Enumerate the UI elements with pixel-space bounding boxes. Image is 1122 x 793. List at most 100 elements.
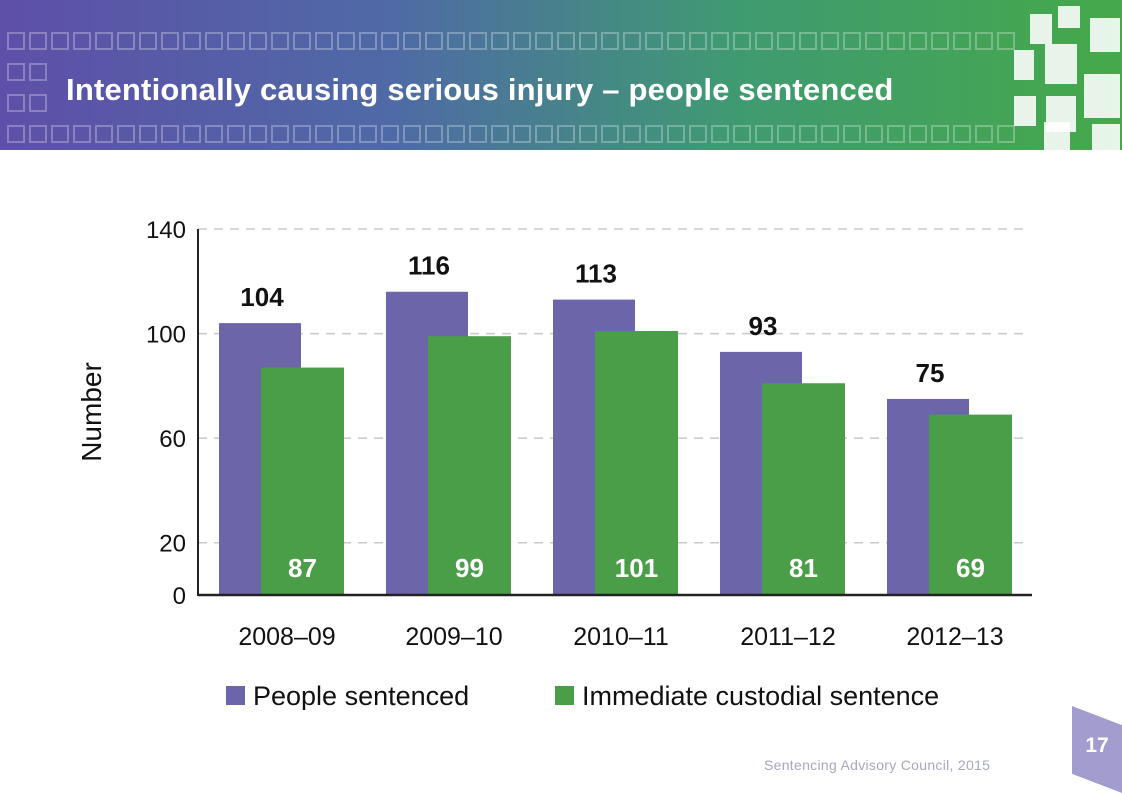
header-pattern-square (953, 32, 971, 50)
header-pattern-square (315, 125, 333, 143)
header-pattern-block (1014, 96, 1036, 126)
header-pattern-square (7, 94, 25, 112)
header-pattern-square (799, 32, 817, 50)
header-pattern-square (711, 32, 729, 50)
data-label-people-sentenced: 75 (916, 358, 945, 388)
header-pattern-block (1058, 6, 1080, 28)
y-tick-label: 60 (159, 426, 186, 453)
header-pattern-block (1045, 44, 1077, 84)
x-tick-label: 2010–11 (573, 623, 668, 651)
header-pattern-square (73, 32, 91, 50)
gridlines (198, 228, 1024, 544)
header-pattern-square (491, 32, 509, 50)
header-pattern-square (249, 125, 267, 143)
header-pattern-square (7, 32, 25, 50)
data-label-people-sentenced: 113 (575, 259, 617, 289)
bar-immediate-custodial (261, 367, 344, 595)
header-grid-pattern (7, 6, 1120, 150)
header-pattern-square (821, 32, 839, 50)
x-tick-label: 2009–10 (405, 623, 502, 651)
header-pattern-square (535, 125, 553, 143)
header-pattern-square (469, 32, 487, 50)
data-label-immediate-custodial: 69 (956, 553, 985, 583)
legend-swatch-immediate-custodial (555, 686, 574, 705)
y-tick-label: 100 (146, 322, 186, 349)
header-pattern-square (139, 32, 157, 50)
legend-label-people-sentenced: People sentenced (253, 681, 469, 710)
header-pattern-square (975, 125, 993, 143)
header-pattern-square (997, 32, 1015, 50)
y-tick-label: 20 (159, 531, 186, 558)
header-pattern-square (95, 32, 113, 50)
header-pattern-square (821, 125, 839, 143)
x-tick-label: 2008–09 (238, 623, 335, 651)
header-pattern-square (205, 125, 223, 143)
header-pattern-block (1014, 50, 1034, 80)
header-pattern-block (1092, 124, 1120, 150)
header-pattern-square (293, 32, 311, 50)
header-pattern-square (557, 32, 575, 50)
data-label-immediate-custodial: 101 (615, 553, 658, 583)
data-label-immediate-custodial: 99 (455, 553, 484, 583)
header-pattern-square (293, 125, 311, 143)
header-pattern-square (381, 125, 399, 143)
header-pattern-square (491, 125, 509, 143)
header-pattern-square (359, 125, 377, 143)
legend-label-immediate-custodial: Immediate custodial sentence (582, 681, 939, 710)
header-pattern-square (733, 125, 751, 143)
header-pattern-square (711, 125, 729, 143)
header-pattern-square (29, 125, 47, 143)
header-pattern-square (843, 125, 861, 143)
header-pattern-square (623, 125, 641, 143)
header-pattern-square (381, 32, 399, 50)
header-pattern-square (733, 32, 751, 50)
data-label-immediate-custodial: 81 (789, 553, 818, 583)
header-pattern-square (667, 32, 685, 50)
header-pattern-square (645, 125, 663, 143)
header-pattern-square (227, 125, 245, 143)
header-pattern-square (183, 125, 201, 143)
header-pattern-block (1090, 18, 1120, 52)
header-pattern-square (689, 32, 707, 50)
bar-immediate-custodial (929, 414, 1012, 595)
legend: People sentenced Immediate custodial sent… (226, 681, 939, 710)
y-tick-label: 0 (173, 583, 186, 610)
header-pattern-square (777, 125, 795, 143)
header-pattern-square (689, 125, 707, 143)
axes: 0 20 60 100 140 Number 2008–09 2009–10 2010–11 20… (76, 217, 1032, 651)
header-pattern-square (909, 32, 927, 50)
x-tick-label: 2012–13 (906, 623, 1003, 651)
header-pattern-square (601, 125, 619, 143)
header-pattern-square (271, 32, 289, 50)
bar-immediate-custodial (762, 383, 845, 595)
header-pattern-square (645, 32, 663, 50)
header-pattern-square (139, 125, 157, 143)
header-pattern-square (447, 32, 465, 50)
bar-chart: 0 20 60 100 140 Number 2008–09 2009–10 2010–11 20… (76, 217, 1032, 710)
header-pattern-square (909, 125, 927, 143)
page-number: 17 (1085, 734, 1109, 757)
slide-header: Intentionally causing serious injury – p… (0, 0, 1122, 150)
header-pattern-square (535, 32, 553, 50)
header-pattern-square (513, 125, 531, 143)
header-pattern-square (183, 32, 201, 50)
header-pattern-square (865, 125, 883, 143)
footer-credit: Sentencing Advisory Council, 2015 (764, 757, 991, 773)
header-pattern-square (161, 32, 179, 50)
header-pattern-square (447, 125, 465, 143)
header-pattern-square (975, 32, 993, 50)
header-pattern-square (51, 32, 69, 50)
header-pattern-square (425, 32, 443, 50)
header-pattern-square (997, 125, 1015, 143)
header-pattern-square (755, 32, 773, 50)
data-labels: 104 87 116 99 113 101 93 81 75 69 (240, 251, 985, 583)
header-pattern-square (227, 32, 245, 50)
header-pattern-square (359, 32, 377, 50)
bars (219, 291, 1012, 595)
header-pattern-square (51, 125, 69, 143)
header-pattern-square (29, 32, 47, 50)
header-pattern-square (843, 32, 861, 50)
header-pattern-square (667, 125, 685, 143)
data-label-people-sentenced: 116 (408, 251, 450, 281)
slide-title: Intentionally causing serious injury – p… (66, 72, 894, 107)
